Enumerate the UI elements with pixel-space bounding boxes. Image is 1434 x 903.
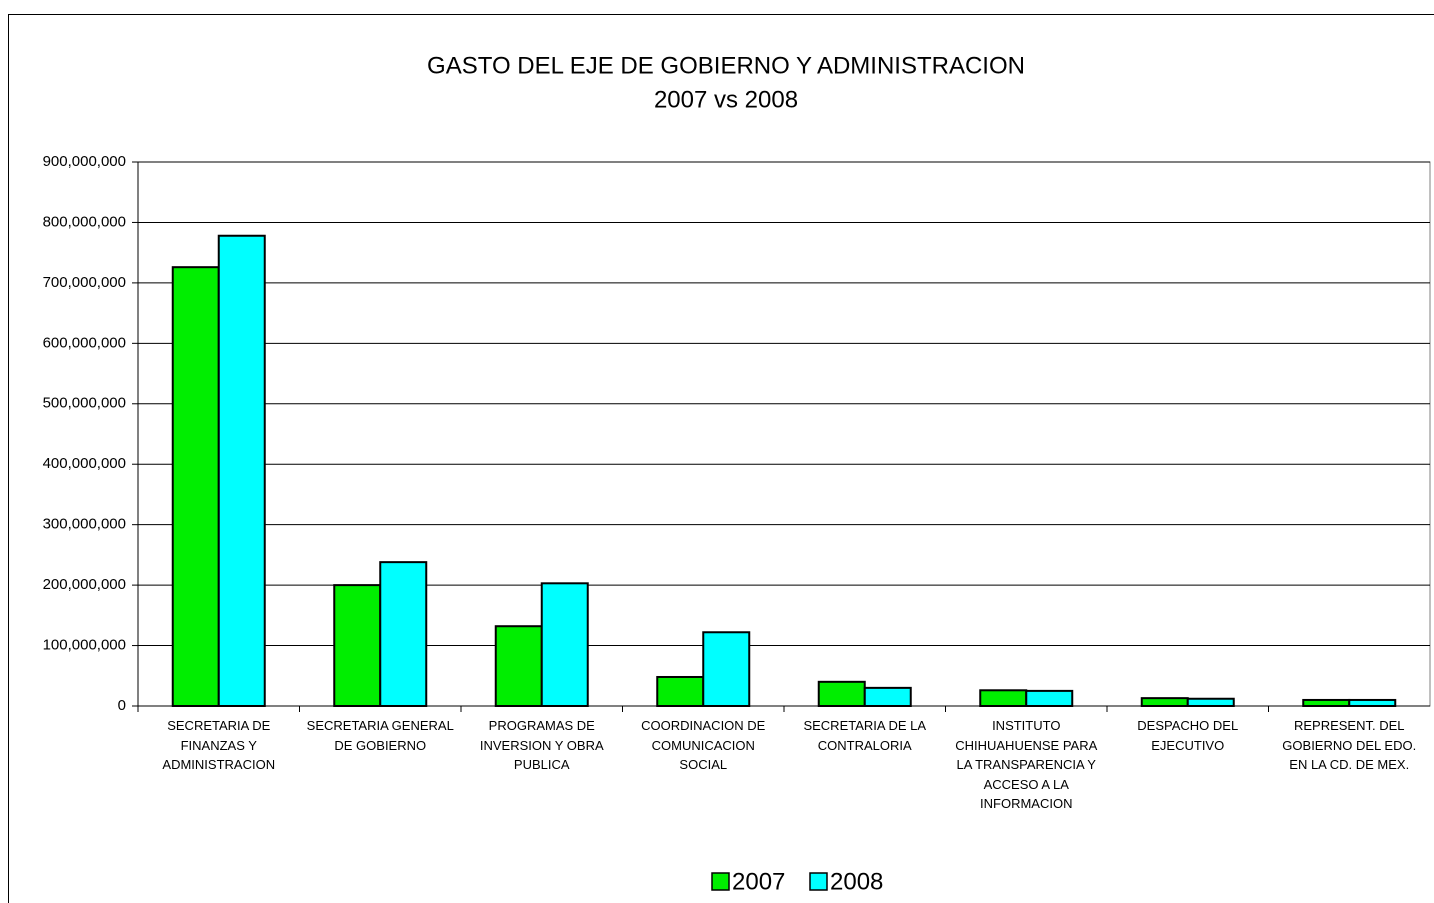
plot-area: [137, 161, 1431, 707]
y-tick-label: 100,000,000: [43, 637, 126, 654]
x-tick-label: SECRETARIA GENERAL DE GOBIERNO: [306, 718, 454, 753]
y-tick-label: 800,000,000: [43, 213, 126, 230]
bar: [171, 266, 220, 707]
x-tick-label: INSTITUTO CHIHUAHUENSE PARA LA TRANSPARE…: [955, 718, 1098, 811]
y-tick-label: 0: [118, 697, 126, 714]
y-tick-label: 600,000,000: [43, 334, 126, 351]
x-tick-label: DESPACHO DEL EJECUTIVO: [1137, 718, 1239, 753]
bar: [1348, 698, 1397, 708]
chart-title: GASTO DEL EJE DE GOBIERNO Y ADMINISTRACI…: [427, 52, 1025, 79]
bar: [817, 680, 866, 707]
bar: [979, 689, 1028, 707]
x-tick-label: SECRETARIA DE FINANZAS Y ADMINISTRACION: [162, 718, 276, 772]
legend-label: 2008: [830, 868, 883, 895]
bar: [217, 234, 266, 707]
bar: [540, 582, 589, 708]
bar: [1302, 698, 1351, 708]
bar: [656, 675, 705, 708]
y-tick-label: 300,000,000: [43, 516, 126, 533]
chart-frame: [8, 14, 1434, 903]
chart-subtitle: 2007 vs 2008: [654, 86, 798, 113]
bar: [494, 625, 543, 707]
legend-swatch: [809, 872, 828, 891]
x-tick-label: REPRESENT. DEL GOBIERNO DEL EDO. EN LA C…: [1282, 718, 1417, 772]
bar: [702, 631, 751, 707]
x-tick-label: SECRETARIA DE LA CONTRALORIA: [803, 718, 927, 753]
y-tick-label: 200,000,000: [43, 576, 126, 593]
legend-label: 2007: [732, 868, 785, 895]
bar: [863, 686, 912, 707]
y-tick-label: 900,000,000: [43, 153, 126, 170]
bar: [1025, 689, 1074, 708]
legend-swatch: [711, 872, 730, 891]
bar: [1186, 697, 1235, 707]
y-tick-label: 700,000,000: [43, 274, 126, 291]
y-tick-label: 400,000,000: [43, 455, 126, 472]
x-tick-label: COORDINACION DE COMUNICACION SOCIAL: [641, 718, 766, 772]
x-tick-label: PROGRAMAS DE INVERSION Y OBRA PUBLICA: [479, 718, 604, 772]
bar: [333, 584, 382, 707]
bar: [379, 561, 428, 707]
y-tick-label: 500,000,000: [43, 395, 126, 412]
bar: [1140, 697, 1189, 707]
